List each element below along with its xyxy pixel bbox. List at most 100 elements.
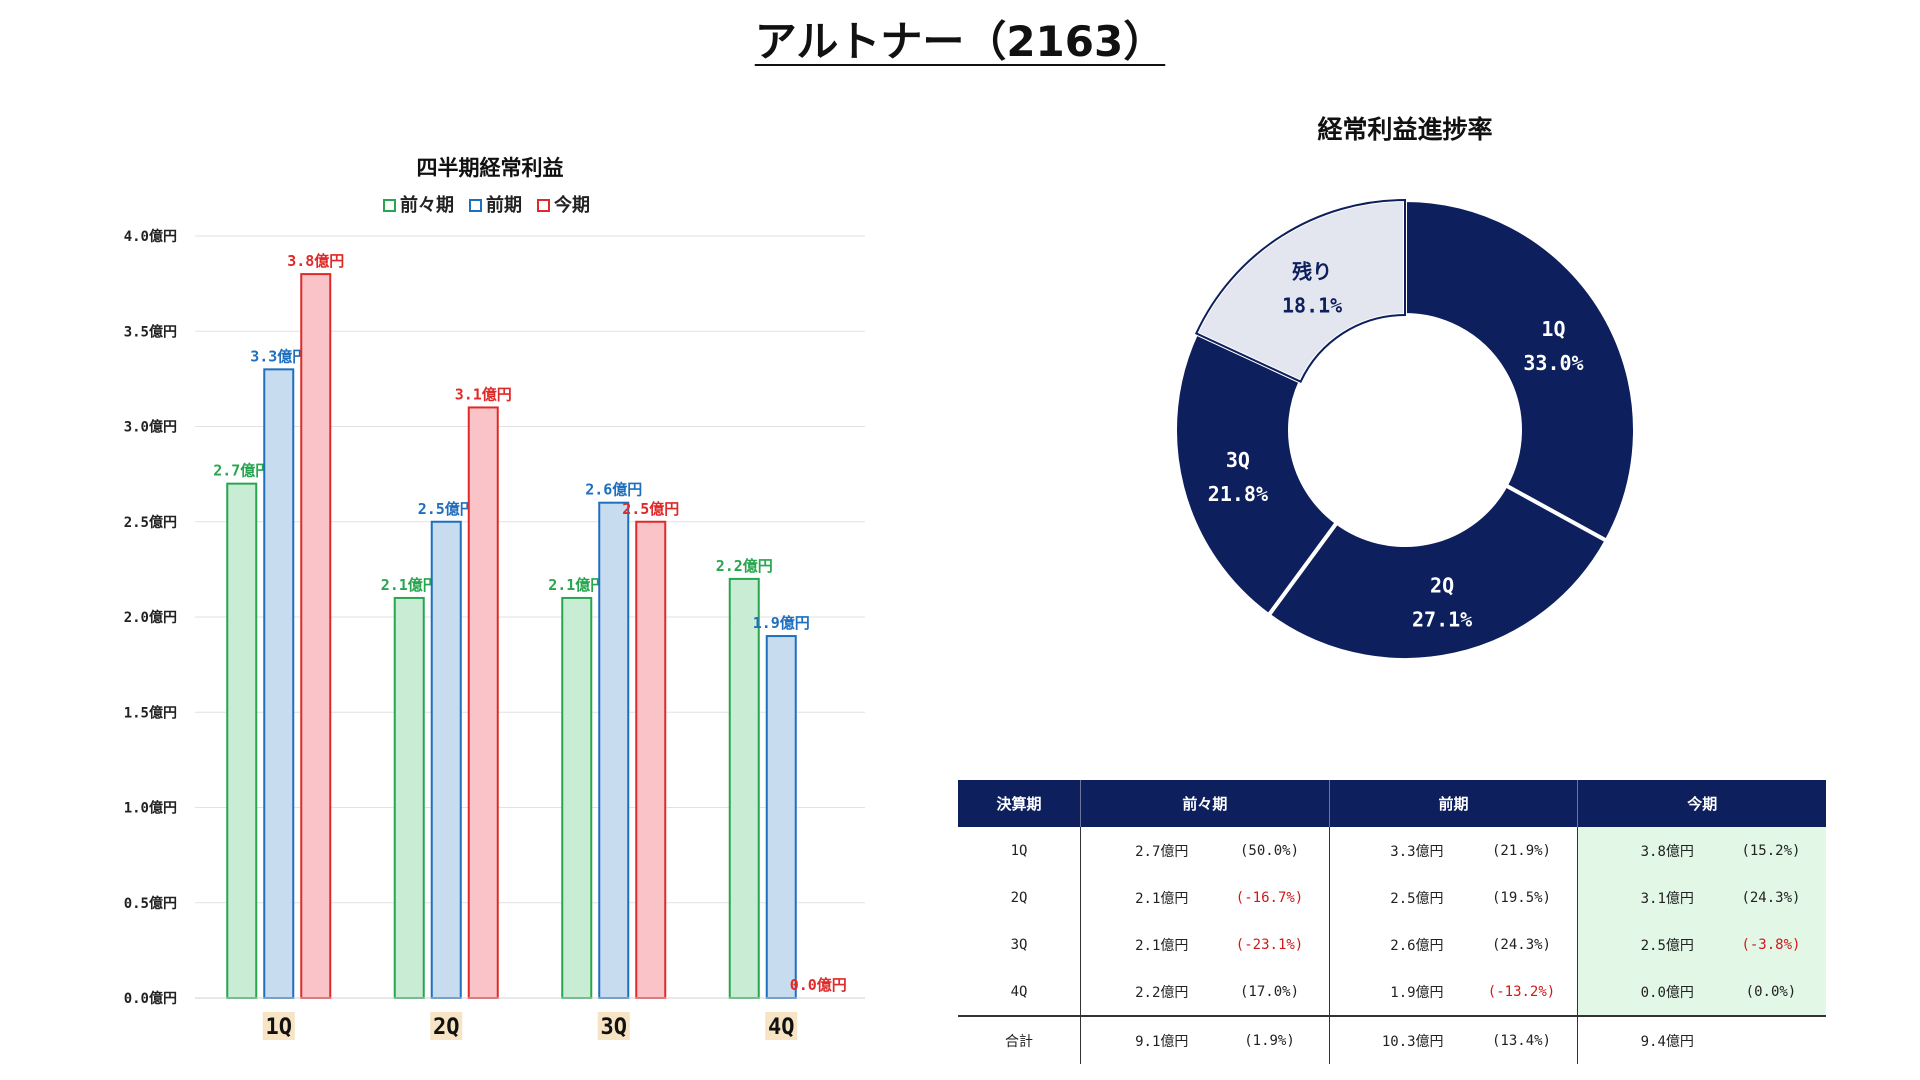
table-value-cell: 0.0億円 [1577, 968, 1716, 1016]
x-tick-highlight [597, 1012, 630, 1040]
donut-slice-value: 27.1% [1412, 607, 1472, 631]
table-header-prev2: 前々期 [1080, 780, 1330, 827]
table-value-cell: 9.1億円 [1080, 1015, 1211, 1064]
table-header-prev: 前期 [1328, 780, 1578, 827]
data-label: 2.1億円 [548, 576, 605, 594]
y-tick-label: 1.5億円 [124, 704, 177, 721]
data-label: 3.1億円 [455, 385, 512, 403]
chart-title: 四半期経常利益 [417, 156, 564, 180]
legend-label-1: 前期 [486, 194, 522, 216]
table-percent-cell: (21.9%) [1491, 842, 1551, 859]
table-percent-cell: (17.0%) [1240, 983, 1300, 1000]
table-header-row: 決算期 前々期 前期 今期 [958, 780, 1826, 827]
table-period-cell: 4Q [1010, 983, 1028, 1000]
donut-slice-3Q [1173, 330, 1340, 619]
data-label: 3.8億円 [287, 252, 344, 270]
table-value-cell: 2.5億円 [1577, 921, 1716, 968]
table-percent-cell: (-3.8%) [1715, 921, 1826, 968]
donut-slice-name: 1Q [1541, 317, 1565, 341]
profit-progress-donut-chart: 経常利益進捗率 1Q 33.0% 2Q 27.1% 3Q 21.8% 残り 18.1% [1173, 115, 1637, 662]
donut-slice-value: 18.1% [1282, 294, 1342, 318]
table-percent-cell: (19.5%) [1491, 889, 1551, 906]
donut-slice-name: 3Q [1226, 448, 1250, 472]
y-tick-label: 2.5億円 [124, 514, 177, 531]
data-label: 2.5億円 [418, 500, 475, 518]
table-row: 3Q 2.1億円 (-23.1%) 2.6億円 (24.3%) 2.5億円 (-3.8%) [958, 921, 1826, 968]
x-tick-highlight [262, 1012, 295, 1040]
table-row: 4Q 2.2億円 (17.0%) 1.9億円 (-13.2%) 0.0億円 (0.0%) [958, 968, 1826, 1016]
donut-title: 経常利益進捗率 [1317, 115, 1492, 144]
table-value-cell: 2.5億円 [1328, 874, 1466, 921]
page-title: アルトナー（2163） [754, 17, 1166, 66]
bar [561, 596, 593, 999]
bar [226, 482, 258, 999]
table-total-row: 合計 9.1億円 (1.9%) 10.3億円 (13.4%) 9.4億円 [958, 1015, 1826, 1064]
y-tick-label: 0.5億円 [124, 895, 177, 912]
y-tick-label: 4.0億円 [124, 228, 177, 245]
data-label: 3.3億円 [250, 347, 307, 365]
bar [430, 520, 462, 999]
table-percent-cell: (13.4%) [1465, 1015, 1578, 1064]
x-tick-highlight [765, 1012, 798, 1040]
bar [728, 577, 760, 999]
bar [393, 596, 425, 999]
bar [467, 406, 499, 999]
data-label: 2.1億円 [381, 576, 438, 594]
table-percent-cell: (-16.7%) [1235, 889, 1304, 906]
table-percent-cell: (50.0%) [1240, 842, 1300, 859]
donut-slice-name: 残り [1292, 260, 1332, 284]
table-percent-cell: (24.3%) [1715, 874, 1826, 921]
data-label: 2.5億円 [622, 500, 679, 518]
donut-slice-name: 2Q [1430, 573, 1454, 597]
bar [635, 520, 667, 999]
table-percent-cell: (24.3%) [1491, 936, 1551, 953]
data-label: 2.7億円 [213, 462, 270, 480]
x-tick-label: 1Q [266, 1015, 293, 1040]
table-period-cell: 3Q [1010, 936, 1028, 953]
table-value-cell: 3.3億円 [1328, 827, 1466, 874]
data-label: 1.9億円 [753, 614, 810, 632]
table-header-current: 今期 [1577, 780, 1826, 827]
table-percent-cell: (-13.2%) [1487, 983, 1556, 1000]
table-period-cell: 2Q [1010, 889, 1028, 906]
table-row: 1Q 2.7億円 (50.0%) 3.3億円 (21.9%) 3.8億円 (15.2%) [958, 827, 1826, 874]
summary-table: 決算期 前々期 前期 今期 1Q 2.7億円 (50.0%) 3.3億円 (21.9%)… [958, 780, 1826, 1064]
bar [263, 368, 295, 1000]
x-tick-label: 4Q [768, 1015, 795, 1040]
data-label: 0.0億円 [790, 976, 847, 994]
table-row: 2Q 2.1億円 (-16.7%) 2.5億円 (19.5%) 3.1億円 (24.3%) [958, 874, 1826, 921]
bar [765, 635, 797, 999]
table-value-cell: 2.1億円 [1080, 921, 1211, 968]
donut-slice-outline [1194, 198, 1406, 384]
table-value-cell: 10.3億円 [1328, 1015, 1466, 1064]
bar [598, 501, 630, 999]
legend-swatch-2 [537, 199, 550, 212]
x-tick-highlight [430, 1012, 463, 1040]
bar [300, 273, 332, 1000]
table-percent-cell: (0.0%) [1715, 968, 1826, 1016]
table-percent-cell [1715, 1015, 1826, 1064]
table-header-period: 決算期 [958, 780, 1081, 827]
donut-slice-1Q [1403, 197, 1637, 544]
table-period-cell: 1Q [1010, 842, 1028, 859]
legend-label-0: 前々期 [400, 194, 454, 216]
donut-slice-value: 33.0% [1523, 351, 1583, 375]
x-tick-label: 2Q [433, 1015, 460, 1040]
table-value-cell: 2.7億円 [1080, 827, 1211, 874]
table-percent-cell: (-23.1%) [1235, 936, 1304, 953]
data-label: 2.2億円 [716, 557, 773, 575]
legend-swatch-0 [383, 199, 396, 212]
y-tick-label: 3.5億円 [124, 323, 177, 340]
table-value-cell: 9.4億円 [1577, 1015, 1716, 1064]
table-value-cell: 2.1億円 [1080, 874, 1211, 921]
y-tick-label: 1.0億円 [124, 800, 177, 817]
table-value-cell: 3.8億円 [1577, 827, 1716, 874]
table-period-cell: 合計 [958, 1015, 1081, 1064]
table-value-cell: 1.9億円 [1328, 968, 1466, 1016]
table-value-cell: 3.1億円 [1577, 874, 1716, 921]
legend-swatch-1 [469, 199, 482, 212]
legend-label-2: 今期 [554, 194, 590, 216]
y-tick-label: 2.0億円 [124, 609, 177, 626]
table-percent-cell: (1.9%) [1210, 1015, 1330, 1064]
